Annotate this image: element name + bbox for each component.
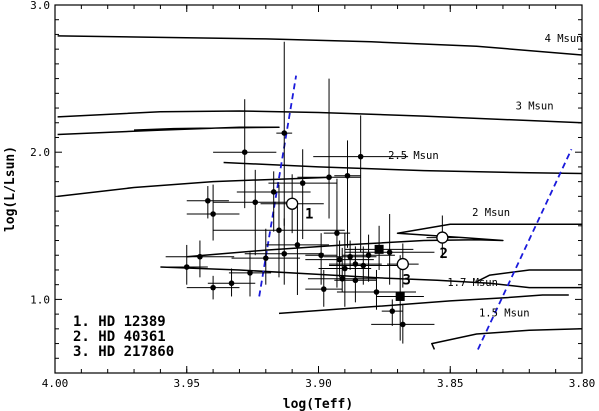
track-label: 2 Msun — [472, 207, 510, 219]
track-label: 4 Msun — [545, 33, 583, 45]
star-point — [210, 284, 216, 291]
star-point — [252, 199, 259, 206]
x-tick-label: 4.00 — [42, 377, 69, 390]
star-number-label: 1 — [305, 206, 313, 222]
star-point — [318, 252, 324, 259]
star-point — [400, 321, 406, 328]
star-point — [326, 174, 332, 181]
highlighted-star — [396, 257, 409, 271]
legend: 1. HD 12389 2. HD 40361 3. HD 217860 — [73, 314, 174, 360]
instability-strip-boundary — [477, 148, 573, 350]
star-number-label: 3 — [403, 273, 411, 289]
evolutionary-track — [160, 266, 582, 289]
annotations: 4 Msun 3 Msun 2.5 Msun 2 Msun 1.7 Msun 1.5 Ms… — [305, 33, 582, 320]
evolutionary-track — [57, 110, 583, 124]
star-point — [294, 242, 301, 248]
evolutionary-tracks — [57, 35, 583, 350]
star-point — [263, 255, 269, 261]
evolutionary-track — [57, 176, 332, 198]
evolutionary-track — [57, 35, 583, 56]
square-point — [374, 244, 384, 254]
star-point — [336, 256, 343, 263]
star-point — [352, 261, 359, 267]
star-point — [205, 197, 211, 204]
axis-ticks: 4.00 3.95 3.90 3.85 3.80 1.0 2.0 3.0 — [30, 0, 595, 390]
star-point — [210, 211, 216, 217]
y-axis-label: log(L/Lsun) — [3, 146, 18, 232]
star-point — [320, 286, 327, 292]
star-point — [299, 180, 306, 186]
star-point — [281, 130, 288, 136]
y-tick-label: 3.0 — [30, 0, 50, 12]
star-point — [241, 149, 248, 155]
highlighted-star — [285, 197, 299, 210]
star-point — [386, 249, 393, 256]
x-tick-label: 3.80 — [569, 377, 596, 390]
evolutionary-track — [431, 328, 583, 350]
star-point — [373, 289, 380, 295]
star-point — [183, 264, 190, 270]
star-point — [281, 250, 288, 257]
star-point — [347, 253, 353, 260]
instability-strip-boundary — [258, 75, 297, 297]
star-point — [357, 153, 364, 160]
y-tick-label: 1.0 — [30, 293, 50, 306]
legend-entry: 2. HD 40361 — [73, 329, 166, 345]
star-point — [389, 308, 396, 314]
star-point — [352, 277, 359, 284]
star-point — [197, 253, 203, 260]
star-point — [342, 265, 348, 272]
star-point — [344, 172, 351, 179]
evolutionary-track — [223, 161, 583, 175]
star-point — [228, 280, 235, 287]
highlighted-star — [436, 231, 449, 244]
star-number-label: 2 — [439, 246, 447, 262]
star-point — [334, 230, 340, 236]
star-point — [339, 275, 346, 282]
star-point — [247, 270, 253, 276]
track-label: 3 Msun — [516, 101, 554, 113]
evolutionary-track — [278, 294, 569, 315]
square-point — [395, 291, 405, 301]
x-axis-label: log(Teff) — [283, 397, 353, 411]
y-tick-label: 2.0 — [30, 146, 50, 159]
x-tick-label: 3.85 — [437, 377, 464, 390]
star-point — [365, 252, 372, 259]
evolutionary-track — [476, 269, 582, 283]
instability-strip-edges — [258, 75, 573, 350]
star-point — [270, 189, 277, 195]
track-label: 1.5 Msun — [479, 307, 530, 319]
x-tick-label: 3.90 — [305, 377, 332, 390]
track-label: 2.5 Msun — [388, 150, 439, 162]
star-point — [276, 227, 282, 234]
error-bars — [165, 41, 459, 344]
data-points — [183, 130, 449, 328]
star-point — [360, 262, 367, 269]
evolutionary-track — [186, 223, 582, 258]
track-label: 1.7 Msun — [447, 277, 498, 289]
legend-entry: 1. HD 12389 — [73, 314, 166, 330]
legend-entry: 3. HD 217860 — [73, 344, 174, 360]
evolutionary-track — [57, 126, 280, 136]
x-tick-label: 3.95 — [174, 377, 201, 390]
